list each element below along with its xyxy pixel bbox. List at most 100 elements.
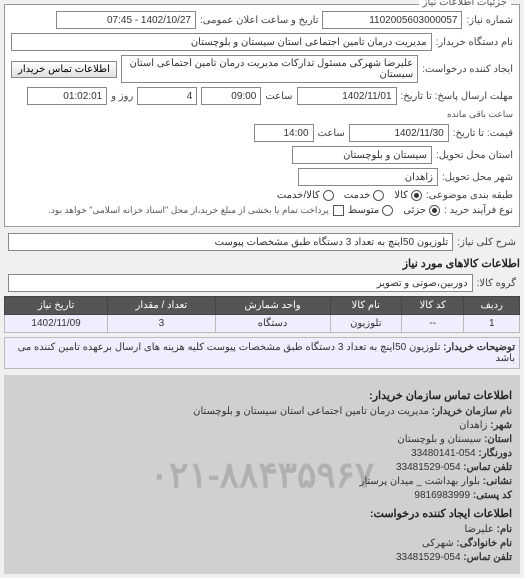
remain-time-field: 01:02:01 — [27, 87, 107, 105]
deadline-date-field: 1402/11/01 — [297, 87, 397, 105]
row-category: طبقه بندی موضوعی: کالا خدمت کالا/خدمت — [11, 190, 513, 201]
td-5: 1402/11/09 — [5, 315, 108, 333]
deadline-time-field: 09:00 — [201, 87, 261, 105]
row-city: شهر محل تحویل: زاهدان — [11, 168, 513, 186]
radio-both[interactable] — [323, 190, 334, 201]
city-field: زاهدان — [298, 168, 438, 186]
desc-field: تلوزیون 50اینچ به تعداد 3 دستگاه طبق مشخ… — [8, 233, 453, 251]
buyer-org-field: مدیریت درمان تامین اجتماعی استان سیستان … — [11, 33, 432, 51]
contact-row: شهر: زاهدان — [12, 420, 512, 431]
c4v: 054-33481529 — [396, 462, 461, 473]
purchase-type-radio-group: جزئی متوسط — [348, 205, 440, 216]
cr2v: 054-33481529 — [396, 552, 461, 563]
cr0k: نام: — [497, 524, 512, 535]
radio-low[interactable] — [429, 205, 440, 216]
row-price-valid: قیمت: تا تاریخ: 1402/11/30 ساعت 14:00 — [11, 124, 513, 142]
req-no-label: شماره نیاز: — [466, 15, 513, 26]
announce-label: تاریخ و ساعت اعلان عمومی: — [200, 15, 319, 26]
category-label: طبقه بندی موضوعی: — [426, 190, 513, 201]
contact-row: نشانی: بلوار بهداشت _ میدان پرستار — [12, 476, 512, 487]
row-requester: ایجاد کننده درخواست: علیرضا شهرکی مسئول … — [11, 55, 513, 83]
c0k: نام سازمان خریدار: — [432, 406, 512, 417]
th-4: تعداد / مقدار — [108, 297, 215, 315]
price-valid-label: قیمت: تا تاریخ: — [453, 128, 513, 139]
contact-row: استان: سیستان و بلوچستان — [12, 434, 512, 445]
contact-row: نام سازمان خریدار: مدیریت درمان تامین اج… — [12, 406, 512, 417]
th-1: کد کالا — [402, 297, 464, 315]
treasury-checkbox[interactable] — [333, 205, 344, 216]
c5k: نشانی: — [483, 476, 512, 487]
announce-field: 1402/10/27 - 07:45 — [56, 11, 196, 29]
radio-mid-label: متوسط — [348, 205, 379, 216]
buyer-desc-label: توضیحات خریدار: — [443, 342, 515, 353]
radio-service[interactable] — [373, 190, 384, 201]
radio-service-label: خدمت — [344, 190, 371, 201]
radio-item-goods[interactable]: کالا — [394, 190, 422, 201]
deadline-label: مهلت ارسال پاسخ: تا تاریخ: — [401, 91, 513, 102]
td-0: 1 — [464, 315, 520, 333]
radio-low-label: جزئی — [403, 205, 426, 216]
c3v: 054-33480141 — [411, 448, 476, 459]
c6k: کد پستی: — [473, 490, 512, 501]
radio-goods[interactable] — [411, 190, 422, 201]
purchase-type-label: نوع فرآیند خرید : — [444, 205, 513, 216]
radio-item-low[interactable]: جزئی — [403, 205, 440, 216]
req-no-field: 1102005603000057 — [322, 11, 462, 29]
row-req-no: شماره نیاز: 1102005603000057 تاریخ و ساع… — [11, 11, 513, 29]
purchase-note: پرداخت تمام یا بخشی از مبلغ خرید،از محل … — [48, 205, 328, 216]
radio-item-service[interactable]: خدمت — [344, 190, 385, 201]
c5v: بلوار بهداشت _ میدان پرستار — [360, 476, 480, 487]
th-2: نام کالا — [330, 297, 401, 315]
main-panel: جزئیات اطلاعات نیاز شماره نیاز: 11020056… — [4, 4, 520, 227]
buyer-contact-button[interactable]: اطلاعات تماس خریدار — [11, 61, 117, 78]
contact-row: تلفن تماس: 054-33481529 — [12, 462, 512, 473]
th-0: ردیف — [464, 297, 520, 315]
creator-header: اطلاعات ایجاد کننده درخواست: — [12, 507, 512, 520]
contact-row: کد پستی: 9816983999 — [12, 490, 512, 501]
group-label: گروه کالا: — [477, 278, 516, 289]
row-province: استان محل تحویل: سیستان و بلوچستان — [11, 146, 513, 164]
price-date-field: 1402/11/30 — [349, 124, 449, 142]
row-deadline: مهلت ارسال پاسخ: تا تاریخ: 1402/11/01 سا… — [11, 87, 513, 120]
items-header: اطلاعات کالاهای مورد نیاز — [4, 257, 520, 270]
table-header-row: ردیف کد کالا نام کالا واحد شمارش تعداد /… — [5, 297, 520, 315]
row-group: گروه کالا: دوربین،صوتی و تصویر — [4, 274, 520, 292]
time-label-1: ساعت — [265, 91, 292, 102]
contact-header: اطلاعات تماس سازمان خریدار: — [12, 389, 512, 402]
day-label: روز و — [111, 91, 133, 102]
c0v: مدیریت درمان تامین اجتماعی استان سیستان … — [193, 406, 429, 417]
creator-row: نام: علیرضا — [12, 524, 512, 535]
price-time-field: 14:00 — [254, 124, 314, 142]
row-desc: شرح کلی نیاز: تلوزیون 50اینچ به تعداد 3 … — [4, 233, 520, 251]
radio-mid[interactable] — [382, 205, 393, 216]
radio-item-mid[interactable]: متوسط — [348, 205, 393, 216]
creator-row: تلفن تماس: 054-33481529 — [12, 552, 512, 563]
th-5: تاریخ نیاز — [5, 297, 108, 315]
td-2: تلوزیون — [330, 315, 401, 333]
cr0v: علیرضا — [465, 524, 494, 535]
contact-row: دورنگار: 054-33480141 — [12, 448, 512, 459]
remain-days-field: 4 — [137, 87, 197, 105]
radio-item-both[interactable]: کالا/خدمت — [277, 190, 334, 201]
buyer-org-label: نام دستگاه خریدار: — [436, 37, 513, 48]
td-4: 3 — [108, 315, 215, 333]
province-label: استان محل تحویل: — [436, 150, 513, 161]
row-buyer-org: نام دستگاه خریدار: مدیریت درمان تامین اج… — [11, 33, 513, 51]
buyer-desc-text: تلوزیون 50اینچ به تعداد 3 دستگاه طبق مشخ… — [18, 342, 515, 364]
group-field: دوربین،صوتی و تصویر — [8, 274, 473, 292]
items-table: ردیف کد کالا نام کالا واحد شمارش تعداد /… — [4, 296, 520, 333]
radio-both-label: کالا/خدمت — [277, 190, 320, 201]
radio-goods-label: کالا — [394, 190, 408, 201]
cr1k: نام خانوادگی: — [456, 538, 512, 549]
province-field: سیستان و بلوچستان — [292, 146, 432, 164]
time-label-2: ساعت — [318, 128, 345, 139]
table-row: 1 -- تلوزیون دستگاه 3 1402/11/09 — [5, 315, 520, 333]
requester-field: علیرضا شهرکی مسئول تدارکات مدیریت درمان … — [121, 55, 418, 83]
td-3: دستگاه — [215, 315, 330, 333]
cr1v: شهرکی — [422, 538, 454, 549]
c1v: زاهدان — [459, 420, 487, 431]
c1k: شهر: — [490, 420, 512, 431]
city-label: شهر محل تحویل: — [442, 172, 513, 183]
c2v: سیستان و بلوچستان — [397, 434, 481, 445]
th-3: واحد شمارش — [215, 297, 330, 315]
